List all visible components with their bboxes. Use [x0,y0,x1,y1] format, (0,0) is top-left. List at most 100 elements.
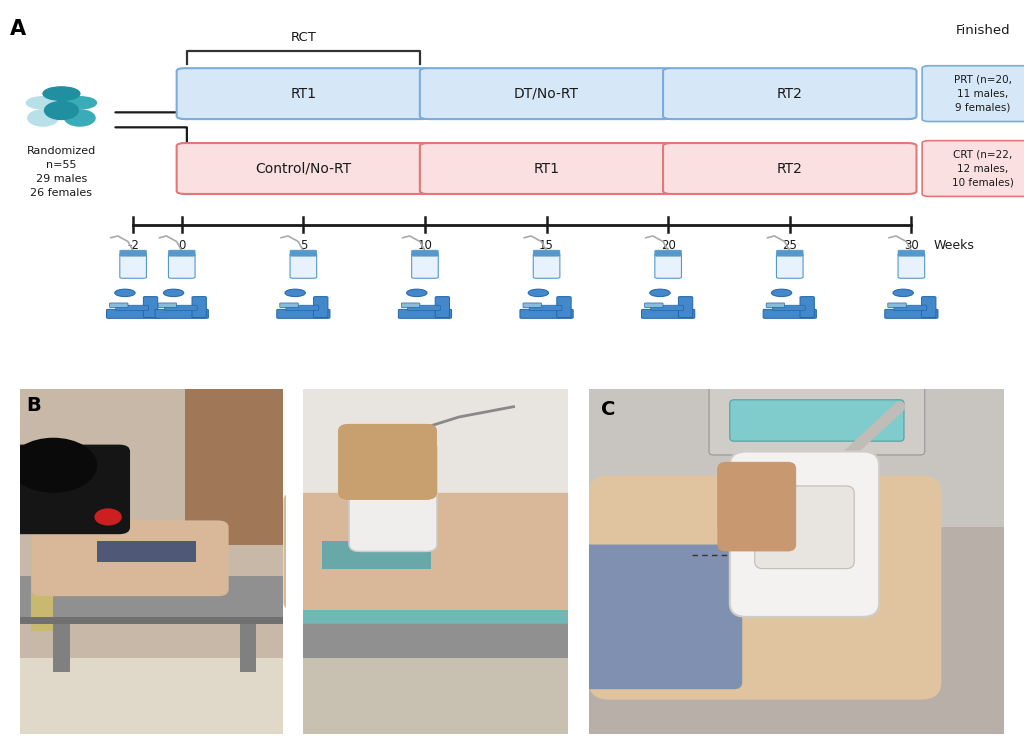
FancyBboxPatch shape [529,306,562,311]
Bar [286,389,303,734]
FancyBboxPatch shape [718,486,759,510]
FancyBboxPatch shape [523,303,542,307]
Text: RT1: RT1 [534,162,559,175]
FancyBboxPatch shape [158,303,176,307]
Text: Control/No-RT: Control/No-RT [255,162,351,175]
Text: B: B [26,396,41,416]
FancyBboxPatch shape [534,250,560,256]
FancyBboxPatch shape [110,303,128,307]
Text: PRT (n=20,
11 males,
9 females): PRT (n=20, 11 males, 9 females) [954,75,1012,112]
FancyBboxPatch shape [718,462,797,551]
Ellipse shape [45,101,78,120]
FancyBboxPatch shape [898,250,925,256]
FancyBboxPatch shape [420,68,674,119]
FancyBboxPatch shape [800,297,814,318]
Ellipse shape [65,110,95,126]
FancyBboxPatch shape [420,143,674,194]
Text: Randomized
n=55
29 males
26 females: Randomized n=55 29 males 26 females [27,146,96,198]
Text: RT2: RT2 [777,87,803,100]
FancyBboxPatch shape [922,66,1024,121]
FancyBboxPatch shape [888,303,906,307]
FancyBboxPatch shape [58,524,212,586]
FancyBboxPatch shape [435,297,450,318]
FancyBboxPatch shape [581,545,742,689]
Bar [295,389,568,521]
FancyBboxPatch shape [120,250,146,256]
FancyBboxPatch shape [193,297,207,318]
Text: DT/No-RT: DT/No-RT [514,87,579,100]
FancyBboxPatch shape [9,445,130,534]
Ellipse shape [28,110,58,126]
FancyBboxPatch shape [313,297,328,318]
Bar [97,541,196,562]
FancyBboxPatch shape [730,452,879,617]
Text: 10: 10 [418,239,432,252]
Bar [295,617,568,658]
Circle shape [893,289,913,297]
Bar [459,389,568,510]
Circle shape [9,437,97,493]
Bar [240,624,256,672]
Text: 0: 0 [178,239,185,252]
FancyBboxPatch shape [776,253,803,279]
FancyBboxPatch shape [286,306,318,311]
Circle shape [285,289,305,297]
FancyBboxPatch shape [709,386,925,455]
FancyBboxPatch shape [766,303,784,307]
FancyBboxPatch shape [655,250,682,256]
FancyBboxPatch shape [557,297,571,318]
Bar [53,624,70,672]
FancyBboxPatch shape [164,306,197,311]
Text: Weeks: Weeks [934,239,975,252]
FancyBboxPatch shape [655,253,682,279]
FancyBboxPatch shape [290,253,316,279]
FancyBboxPatch shape [401,303,420,307]
Text: 20: 20 [660,239,676,252]
Circle shape [771,289,792,297]
FancyBboxPatch shape [772,306,805,311]
FancyBboxPatch shape [106,309,160,318]
FancyBboxPatch shape [176,68,430,119]
FancyBboxPatch shape [894,306,927,311]
FancyBboxPatch shape [116,306,148,311]
FancyBboxPatch shape [922,141,1024,196]
Circle shape [163,289,184,297]
FancyBboxPatch shape [289,541,573,624]
Bar [322,541,431,568]
FancyBboxPatch shape [664,68,916,119]
FancyBboxPatch shape [664,143,916,194]
FancyBboxPatch shape [284,493,580,610]
FancyBboxPatch shape [276,309,330,318]
Circle shape [94,509,122,526]
FancyBboxPatch shape [412,250,438,256]
Text: RT2: RT2 [777,162,803,175]
Circle shape [407,289,427,297]
Bar [184,389,284,545]
Text: -2: -2 [127,239,139,252]
Text: A: A [10,19,27,39]
Text: C: C [601,400,615,419]
FancyBboxPatch shape [408,306,440,311]
Bar [589,389,1004,527]
Bar [20,389,284,734]
FancyBboxPatch shape [520,309,573,318]
Text: 25: 25 [782,239,798,252]
FancyBboxPatch shape [168,250,195,256]
FancyBboxPatch shape [412,253,438,279]
FancyBboxPatch shape [730,400,904,441]
FancyBboxPatch shape [156,309,209,318]
FancyBboxPatch shape [755,486,854,568]
FancyBboxPatch shape [651,306,684,311]
FancyBboxPatch shape [679,297,692,318]
FancyBboxPatch shape [176,143,430,194]
FancyBboxPatch shape [898,253,925,279]
Bar [32,521,53,631]
FancyBboxPatch shape [645,303,664,307]
Bar [295,389,568,734]
FancyBboxPatch shape [718,465,759,489]
FancyBboxPatch shape [280,303,298,307]
Circle shape [63,97,96,109]
FancyBboxPatch shape [641,309,695,318]
FancyBboxPatch shape [290,250,316,256]
FancyBboxPatch shape [349,441,437,551]
